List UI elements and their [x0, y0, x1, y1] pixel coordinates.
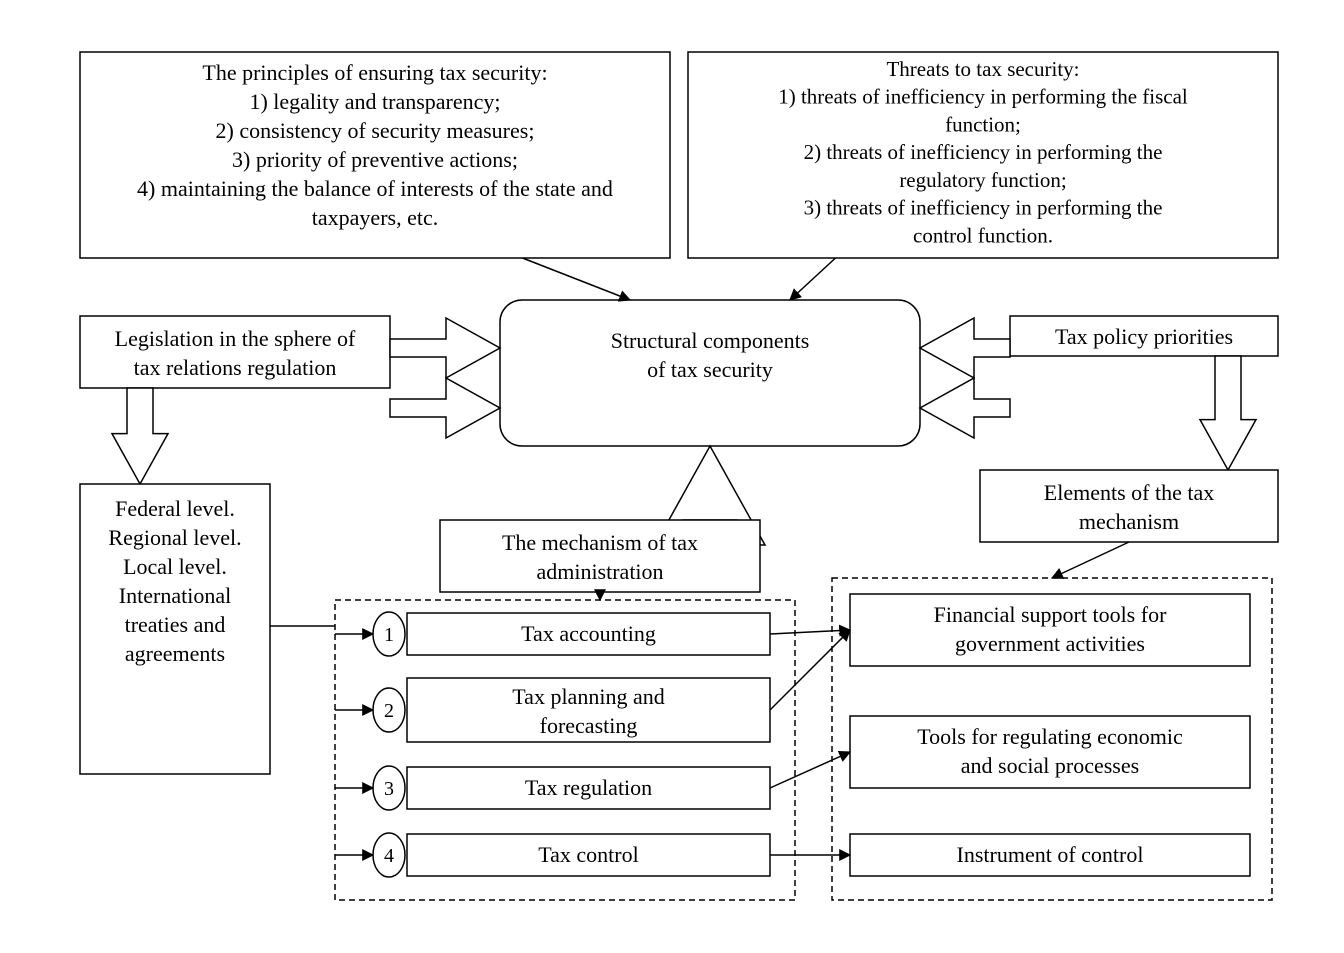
arrow-elements-to-tools — [1052, 542, 1129, 578]
threats-line-0: Threats to tax security: — [886, 57, 1079, 81]
admin-item-num-4: 4 — [384, 845, 394, 867]
admin-item-label-2-line-1: forecasting — [540, 713, 638, 738]
arrow-threats-to-center — [790, 258, 836, 300]
threats-line-4: regulatory function; — [899, 168, 1066, 192]
legislation-line-0: Legislation in the sphere of — [115, 326, 356, 351]
admin-item-num-1: 1 — [384, 624, 394, 646]
admin-item-label-2-line-0: Tax planning and — [512, 684, 664, 709]
principles-line-3: 3) priority of preventive actions; — [232, 147, 518, 172]
tool-item-label-1-line-1: government activities — [955, 631, 1145, 656]
threats-line-5: 3) threats of inefficiency in performing… — [804, 196, 1163, 220]
principles-line-1: 1) legality and transparency; — [249, 89, 500, 114]
admin-item-label-1: Tax accounting — [521, 621, 656, 646]
center-line-1: of tax security — [647, 357, 773, 382]
arrow-admin3-to-tool2 — [770, 752, 850, 788]
arrow-admin2-to-tool1 — [770, 630, 850, 710]
block-arrow-right — [390, 318, 500, 378]
arrow-principles-to-center — [523, 258, 631, 300]
tool-item-label-1-line-0: Financial support tools for — [934, 602, 1167, 627]
legislation-line-1: tax relations regulation — [134, 355, 337, 380]
block-arrow-down — [1200, 356, 1256, 470]
levels-line-5: agreements — [125, 641, 225, 666]
tool-item-label-2-line-1: and social processes — [961, 753, 1139, 778]
principles-line-2: 2) consistency of security measures; — [216, 118, 535, 143]
levels-line-4: treaties and — [125, 612, 226, 637]
arrow-admin1-to-tool1 — [770, 630, 850, 634]
principles-line-5: taxpayers, etc. — [312, 205, 438, 230]
tool-item-label-2-line-0: Tools for regulating economic — [917, 724, 1183, 749]
levels-line-3: International — [119, 583, 231, 608]
elements-tax-mech-line-0: Elements of the tax — [1044, 480, 1214, 505]
block-arrow-right — [390, 378, 500, 438]
mechanism-admin-line-1: administration — [536, 559, 663, 584]
priorities-line-0: Tax policy priorities — [1055, 324, 1233, 349]
threats-line-1: 1) threats of inefficiency in performing… — [778, 85, 1188, 109]
center-line-0: Structural components — [611, 328, 810, 353]
block-arrow-down — [112, 388, 168, 484]
block-arrow-left — [920, 378, 1010, 438]
mechanism-admin-line-0: The mechanism of tax — [502, 530, 698, 555]
levels-line-2: Local level. — [123, 554, 227, 579]
threats-line-6: control function. — [913, 223, 1053, 247]
admin-item-label-3: Tax regulation — [525, 775, 652, 800]
principles-line-0: The principles of ensuring tax security: — [202, 60, 547, 85]
levels-line-1: Regional level. — [108, 525, 241, 550]
tool-item-label-3: Instrument of control — [957, 842, 1144, 867]
principles-line-4: 4) maintaining the balance of interests … — [137, 176, 613, 201]
threats-line-3: 2) threats of inefficiency in performing… — [804, 140, 1163, 164]
levels-line-0: Federal level. — [115, 496, 235, 521]
admin-item-label-4: Tax control — [538, 842, 638, 867]
block-arrow-left — [920, 318, 1010, 378]
admin-item-num-2: 2 — [384, 700, 394, 722]
admin-item-num-3: 3 — [384, 778, 394, 800]
threats-line-2: function; — [945, 112, 1021, 136]
elements-tax-mech-line-1: mechanism — [1079, 509, 1179, 534]
